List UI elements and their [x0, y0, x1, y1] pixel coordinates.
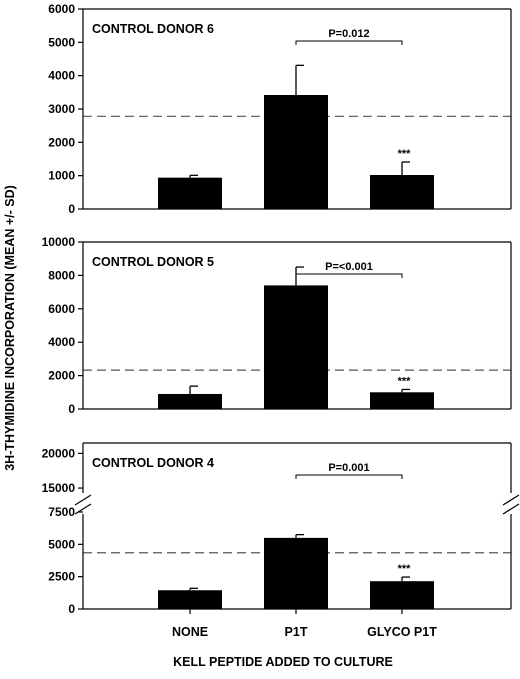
panel-2-comparison-label: P=<0.001: [325, 261, 373, 273]
panel-3-y-tick-label-5000: 5000: [48, 537, 75, 551]
panel-2-y-tick-label-0: 0: [68, 402, 75, 416]
panel-3-axis-break-mark-right-2: [502, 494, 520, 506]
panel-1-y-tick-label-6000: 6000: [48, 2, 75, 16]
panel-2-bar-p1t: [264, 285, 328, 409]
panel-3-significance-label: ***: [398, 563, 412, 575]
panel-2-comparison-bracket: [295, 273, 403, 278]
panel-3-y-tick-label-0: 0: [68, 602, 75, 616]
y-axis-title: 3H-THYMIDINE INCORPORATION (MEAN +/- SD): [3, 185, 17, 471]
panel-2-y-tick-label-6000: 6000: [48, 302, 75, 316]
x-tick-label-none: NONE: [172, 625, 208, 639]
panel-1-donor-label: CONTROL DONOR 6: [92, 22, 214, 36]
panel-1-y-tick-label-4000: 4000: [48, 69, 75, 83]
panel-1-comparison-label: P=0.012: [328, 28, 369, 40]
panel-2-y-tick-label-10000: 10000: [42, 235, 76, 249]
panel-3-comparison-bracket: [295, 474, 403, 479]
panel-1-y-tick-label-5000: 5000: [48, 35, 75, 49]
panel-1-bar-p1t: [264, 95, 328, 209]
panel-3-bar-p1t: [264, 537, 328, 609]
panel-1-comparison-bracket: [295, 40, 403, 45]
panel-1-y-tick-label-1000: 1000: [48, 169, 75, 183]
panel-3-y-tick-label-2500: 2500: [48, 570, 75, 584]
panel-3-y-tick-label-7500: 7500: [48, 505, 75, 519]
panel-1-y-tick-label-0: 0: [68, 202, 75, 216]
panel-2-bar-none: [158, 393, 222, 409]
panel-3-axis-break-mark-right-1: [502, 503, 520, 515]
panel-1-bar-glyco-p1t: [370, 175, 434, 209]
x-tick-label-p1t: P1T: [285, 625, 308, 639]
panel-1-bar-none: [158, 177, 222, 209]
text-layer: 0 1000 2000 3000 4000 5000 6000 *** P=0.012 CONTR…: [42, 2, 438, 639]
panel-2-significance-label: ***: [398, 375, 412, 387]
x-axis-title: KELL PEPTIDE ADDED TO CULTURE: [173, 655, 393, 669]
panel-2-y-tick-label-4000: 4000: [48, 335, 75, 349]
x-tick-label-glyco-p1t: GLYCO P1T: [367, 625, 437, 639]
panel-2-y-tick-label-8000: 8000: [48, 268, 75, 282]
panel-3-bar-none: [158, 590, 222, 609]
panel-3-y-tick-label-20000: 20000: [42, 446, 76, 460]
axes-layer: [74, 8, 520, 614]
panel-1-y-tick-label-3000: 3000: [48, 102, 75, 116]
panel-3-axis-break-mark-left-2: [74, 494, 92, 506]
panel-3-donor-label: CONTROL DONOR 4: [92, 456, 214, 470]
panel-3-comparison-label: P=0.001: [328, 462, 369, 474]
panel-3-axis-break-mark-left-1: [74, 503, 92, 515]
panel-3-y-tick-label-15000: 15000: [42, 481, 76, 495]
panel-2-donor-label: CONTROL DONOR 5: [92, 255, 214, 269]
bars-layer: [158, 64, 434, 609]
panel-3-bar-glyco-p1t: [370, 581, 434, 609]
panel-1-significance-label: ***: [398, 148, 412, 160]
panel-2-bar-glyco-p1t: [370, 392, 434, 409]
panel-2-y-tick-label-2000: 2000: [48, 369, 75, 383]
panel-1-y-tick-label-2000: 2000: [48, 135, 75, 149]
